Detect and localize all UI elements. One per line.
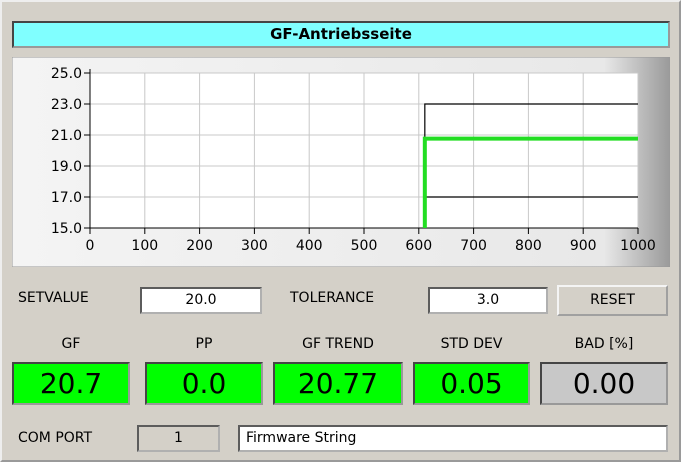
x-tick-label: 300 bbox=[241, 238, 268, 254]
y-tick-label: 23.0 bbox=[51, 97, 82, 113]
x-tick-label: 0 bbox=[86, 238, 95, 254]
chart: 15.0 17.0 19.0 21.0 23.0 25.0 0 100 200 300 400 500… bbox=[12, 57, 670, 267]
x-tick-label: 900 bbox=[570, 238, 597, 254]
com-port-label: COM PORT bbox=[18, 430, 93, 446]
readout-label: GF bbox=[61, 336, 81, 352]
readout-value: 0.00 bbox=[540, 362, 668, 405]
reset-button[interactable]: RESET bbox=[557, 285, 668, 316]
readout-value: 20.7 bbox=[12, 362, 130, 405]
readout-label: PP bbox=[195, 336, 213, 352]
com-port-field: 1 bbox=[137, 425, 220, 452]
readout-label: STD DEV bbox=[440, 336, 503, 352]
firmware-field: Firmware String bbox=[238, 425, 668, 452]
x-tick-label: 500 bbox=[351, 238, 378, 254]
readout-value: 0.05 bbox=[413, 362, 530, 405]
tolerance-input[interactable]: 3.0 bbox=[428, 287, 548, 314]
readout-label: GF TREND bbox=[302, 336, 374, 352]
title-bar: GF-Antriebsseite bbox=[12, 21, 670, 48]
tolerance-label: TOLERANCE bbox=[290, 290, 375, 306]
readout-value: 0.0 bbox=[145, 362, 263, 405]
x-tick-label: 700 bbox=[460, 238, 487, 254]
readout-label: BAD [%] bbox=[574, 336, 634, 352]
x-tick-label: 600 bbox=[405, 238, 432, 254]
y-tick-label: 25.0 bbox=[51, 66, 82, 82]
x-tick-label: 400 bbox=[296, 238, 323, 254]
y-tick-label: 19.0 bbox=[51, 159, 82, 175]
x-tick-label: 1000 bbox=[620, 238, 656, 254]
y-tick-label: 21.0 bbox=[51, 128, 82, 144]
x-tick-label: 800 bbox=[515, 238, 542, 254]
y-tick-label: 17.0 bbox=[51, 190, 82, 206]
x-tick-label: 200 bbox=[186, 238, 213, 254]
setvalue-input[interactable]: 20.0 bbox=[140, 287, 262, 314]
setvalue-label: SETVALUE bbox=[18, 290, 89, 306]
readout-value: 20.77 bbox=[273, 362, 403, 405]
series-line bbox=[422, 136, 638, 228]
x-tick-label: 100 bbox=[131, 238, 158, 254]
y-tick-label: 15.0 bbox=[51, 221, 82, 237]
